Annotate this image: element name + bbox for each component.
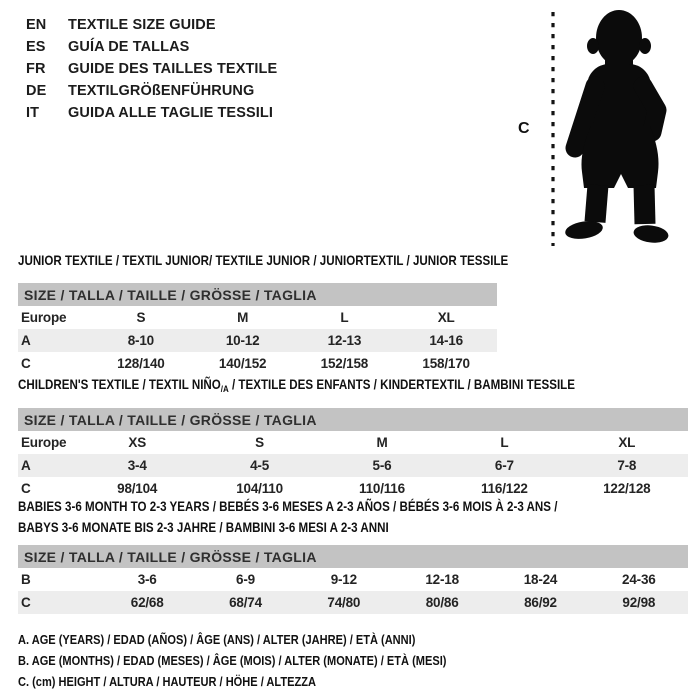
baby-height-figure-svg	[551, 10, 669, 246]
table-row: C 98/104 104/110 110/116 116/122 122/128	[18, 477, 688, 500]
table-row: A 8-10 10-12 12-13 14-16	[18, 329, 497, 352]
row-label: C	[21, 356, 31, 371]
row-label: Europe	[21, 435, 67, 450]
language-title: GUIDE DES TAILLES TEXTILE	[68, 61, 278, 77]
language-row: EN TEXTILE SIZE GUIDE	[26, 14, 277, 36]
cell: S	[136, 310, 146, 325]
cell: 62/68	[98, 591, 197, 614]
row-label: A	[18, 329, 90, 352]
language-code: ES	[26, 39, 46, 55]
language-row: FR GUIDE DES TAILLES TEXTILE	[26, 58, 277, 80]
cell: 6-9	[236, 572, 255, 587]
children-title-subscript: /A	[220, 384, 229, 395]
cell: XS	[128, 435, 146, 450]
size-header-bar: SIZE / TALLA / TAILLE / GRÖSSE / TAGLIA	[18, 545, 688, 568]
row-label: A	[18, 454, 76, 477]
language-title: GUIDA ALLE TAGLIE TESSILI	[68, 105, 273, 121]
cell: 152/158	[320, 356, 369, 371]
cell: M	[376, 435, 388, 450]
cell: 14-16	[395, 329, 497, 352]
row-label: C	[18, 591, 98, 614]
cell: 8-10	[90, 329, 192, 352]
cell: 10-12	[191, 329, 294, 352]
table-row: B 3-6 6-9 9-12 12-18 18-24 24-36	[18, 568, 688, 591]
babies-size-table: SIZE / TALLA / TAILLE / GRÖSSE / TAGLIA …	[18, 545, 688, 614]
language-title: TEXTILGRÖßENFÜHRUNG	[68, 83, 255, 99]
row-label: B	[21, 572, 31, 587]
language-row: IT GUIDA ALLE TAGLIE TESSILI	[26, 102, 277, 124]
language-title: TEXTILE SIZE GUIDE	[68, 17, 216, 33]
row-label: C	[21, 481, 31, 496]
language-title: GUÍA DE TALLAS	[68, 39, 190, 55]
cell: 24-36	[622, 572, 656, 587]
cell: 12-13	[293, 329, 396, 352]
cell: 158/170	[422, 356, 470, 371]
babies-title-line1: BABIES 3-6 MONTH TO 2-3 YEARS / BEBÉS 3-…	[18, 499, 558, 514]
cell: 68/74	[196, 591, 295, 614]
cell: 9-12	[330, 572, 357, 587]
row-label: Europe	[21, 310, 67, 325]
cell: 74/80	[294, 591, 393, 614]
cell: M	[237, 310, 249, 325]
measure-legend: A. AGE (YEARS) / EDAD (AÑOS) / ÂGE (ANS)…	[18, 629, 522, 692]
cell: L	[500, 435, 509, 450]
language-code: DE	[26, 83, 47, 99]
table-row: C 128/140 140/152 152/158 158/170	[18, 352, 497, 375]
cell: 6-7	[443, 454, 566, 477]
cell: 104/110	[236, 481, 283, 496]
cell: 116/122	[481, 481, 528, 496]
size-header-bar: SIZE / TALLA / TAILLE / GRÖSSE / TAGLIA	[18, 408, 688, 431]
legend-line-b: B. AGE (MONTHS) / EDAD (MESES) / ÂGE (MO…	[18, 653, 447, 668]
cell: 5-6	[320, 454, 444, 477]
cell: 86/92	[491, 591, 590, 614]
size-header-bar: SIZE / TALLA / TAILLE / GRÖSSE / TAGLIA	[18, 283, 497, 306]
children-title-text: / TEXTILE DES ENFANTS / KINDERTEXTIL / B…	[228, 377, 575, 392]
cell: 110/116	[359, 481, 405, 496]
babies-title-line2: BABYS 3-6 MONATE BIS 2-3 JAHRE / BAMBINI…	[18, 519, 389, 535]
height-figure: C	[505, 0, 700, 260]
junior-size-table: SIZE / TALLA / TAILLE / GRÖSSE / TAGLIA …	[18, 283, 497, 375]
cell: S	[255, 435, 264, 450]
language-row: DE TEXTILGRÖßENFÜHRUNG	[26, 80, 277, 102]
children-title-text: CHILDREN'S TEXTILE / TEXTIL NIÑO	[18, 377, 221, 392]
cell: 122/128	[603, 481, 651, 496]
legend-line-c: C. (cm) HEIGHT / ALTURA / HAUTEUR / HÖHE…	[18, 674, 316, 689]
cell: 4-5	[198, 454, 321, 477]
cell: 128/140	[117, 356, 165, 371]
height-measure-label: C	[518, 120, 530, 137]
language-code: FR	[26, 61, 46, 77]
table-row: C 62/68 68/74 74/80 80/86 86/92 92/98	[18, 591, 688, 614]
junior-table-section: JUNIOR TEXTILE / TEXTIL JUNIOR/ TEXTILE …	[18, 253, 602, 375]
cell: 12-18	[425, 572, 459, 587]
babies-table-title: BABIES 3-6 MONTH TO 2-3 YEARS / BEBÉS 3-…	[18, 497, 581, 538]
children-size-table: SIZE / TALLA / TAILLE / GRÖSSE / TAGLIA …	[18, 408, 688, 500]
cell: XL	[618, 435, 636, 450]
language-code: EN	[26, 17, 47, 33]
cell: 140/152	[218, 356, 267, 371]
table-row: Europe S M L XL	[18, 306, 497, 329]
table-row: A 3-4 4-5 5-6 6-7 7-8	[18, 454, 688, 477]
children-table-section: CHILDREN'S TEXTILE / TEXTIL NIÑO/A / TEX…	[18, 377, 688, 500]
cell: 98/104	[117, 481, 158, 496]
junior-table-title: JUNIOR TEXTILE / TEXTIL JUNIOR/ TEXTILE …	[18, 253, 509, 268]
cell: 3-4	[76, 454, 199, 477]
cell: 3-6	[137, 572, 157, 587]
cell: 92/98	[589, 591, 688, 614]
cell: 18-24	[523, 572, 558, 587]
cell: 7-8	[565, 454, 688, 477]
cell: L	[340, 310, 349, 325]
table-row: Europe XS S M L XL	[18, 431, 688, 454]
cell: XL	[437, 310, 455, 325]
babies-table-section: BABIES 3-6 MONTH TO 2-3 YEARS / BEBÉS 3-…	[18, 497, 688, 614]
cell: 80/86	[392, 591, 492, 614]
language-row: ES GUÍA DE TALLAS	[26, 36, 277, 58]
language-code: IT	[26, 105, 40, 121]
toddler-silhouette-icon	[565, 10, 669, 243]
legend-line-a: A. AGE (YEARS) / EDAD (AÑOS) / ÂGE (ANS)…	[18, 632, 416, 647]
children-table-title: CHILDREN'S TEXTILE / TEXTIL NIÑO/A / TEX…	[18, 377, 581, 398]
language-title-list: EN TEXTILE SIZE GUIDE ES GUÍA DE TALLAS …	[26, 14, 277, 124]
